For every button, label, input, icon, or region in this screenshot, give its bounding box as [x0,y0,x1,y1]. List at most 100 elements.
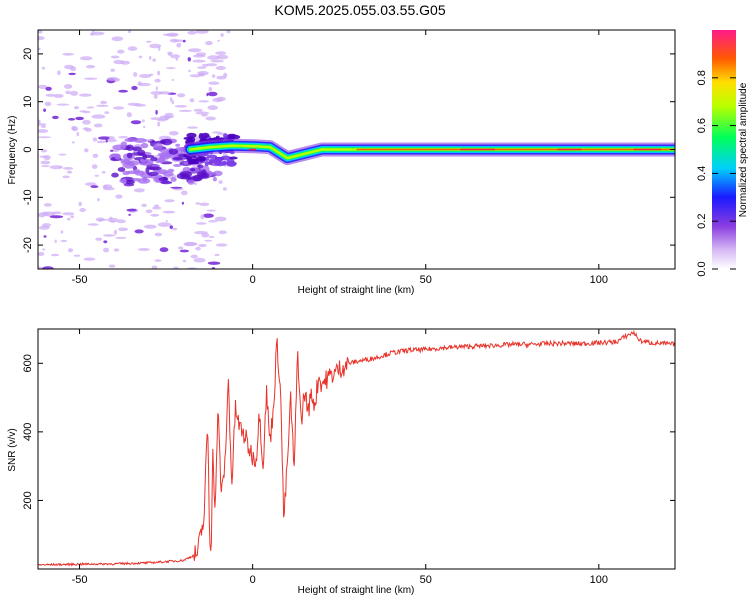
noise-speckle [218,230,227,235]
noise-speckle [155,86,158,91]
noise-speckle [200,214,205,220]
noise-speckle [155,109,158,115]
noise-speckle [204,239,213,242]
snr-ylabel: SNR (v/v) [7,428,18,471]
noise-speckle [223,133,228,138]
noise-speckle [137,178,151,184]
noise-speckle [170,186,183,189]
noise-speckle [172,227,178,231]
noise-speckle [74,106,79,110]
noise-speckle [126,152,133,159]
spectrogram-ylabel: Frequency (Hz) [7,116,18,185]
noise-speckle [75,116,84,121]
noise-speckle [154,78,161,83]
x-tick-label: -50 [72,274,88,286]
noise-speckle [153,204,160,208]
noise-speckle [68,118,76,121]
noise-speckle [96,140,107,144]
noise-speckle [168,148,179,155]
noise-speckle [206,154,218,159]
noise-speckle [162,210,176,214]
y-tick-label: -10 [22,189,34,205]
noise-speckle [96,104,109,108]
noise-speckle [143,125,146,129]
x-tick-label: 100 [590,274,608,286]
noise-speckle [187,179,195,185]
x-tick-label: 0 [250,274,256,286]
noise-speckle [127,46,138,51]
y-tick-label: 20 [22,48,34,60]
noise-speckle [172,266,179,269]
noise-speckle [92,137,98,142]
noise-speckle [208,220,218,223]
noise-speckle [207,91,218,97]
noise-speckle [167,168,175,173]
noise-speckle [184,242,198,246]
noise-speckle [54,239,57,244]
noise-speckle [198,133,204,140]
noise-speckle [85,65,96,69]
noise-speckle [38,129,49,133]
noise-speckle [220,33,224,37]
noise-speckle [208,158,219,164]
noise-speckle [194,182,197,186]
y-tick-label: -20 [22,237,34,253]
noise-speckle [76,131,80,137]
noise-speckle [190,168,196,172]
noise-speckle [157,121,161,127]
noise-speckle [138,55,143,59]
noise-speckle [179,249,190,253]
noise-speckle [229,156,238,160]
noise-speckle [53,93,64,98]
noise-speckle [103,234,116,237]
noise-speckle [137,248,150,251]
noise-speckle [92,30,95,33]
noise-speckle [197,164,204,169]
noise-speckle [105,138,108,143]
noise-speckle [112,144,126,151]
noise-speckle [131,146,142,151]
spectrogram-heatmap [38,30,675,269]
noise-speckle [135,144,141,147]
noise-speckle [49,215,64,219]
noise-speckle [193,257,206,263]
noise-speckle [169,225,173,230]
noise-speckle [158,91,171,95]
noise-speckle [154,259,162,262]
noise-speckle [49,165,64,170]
noise-speckle [84,182,97,186]
noise-speckle [188,158,198,165]
noise-speckle [191,164,197,167]
noise-speckle [118,136,129,139]
noise-speckle [153,94,158,99]
noise-speckle [167,51,173,55]
noise-speckle [170,177,177,182]
noise-speckle [51,211,62,215]
noise-speckle [115,236,127,239]
noise-speckle [215,243,228,247]
noise-speckle [207,261,221,265]
noise-speckle [139,74,152,78]
noise-speckle [131,85,138,91]
colorbar-tick-label: 0.2 [696,214,708,229]
noise-speckle [211,74,216,78]
noise-speckle [58,153,67,156]
noise-speckle [103,184,108,189]
noise-speckle [212,170,223,177]
noise-speckle [187,57,191,62]
noise-speckle [45,93,56,97]
noise-speckle [154,232,163,237]
chart-title: KOM5.2025.055.03.55.G05 [274,2,446,18]
noise-speckle [125,144,134,151]
noise-speckle [108,264,116,268]
noise-speckle [212,176,217,182]
noise-speckle [73,254,81,257]
noise-speckle [149,55,152,61]
noise-speckle [122,170,130,176]
noise-speckle [100,100,107,105]
noise-speckle [189,98,195,103]
noise-speckle [157,70,161,76]
noise-speckle [41,66,46,70]
noise-speckle [140,158,151,163]
